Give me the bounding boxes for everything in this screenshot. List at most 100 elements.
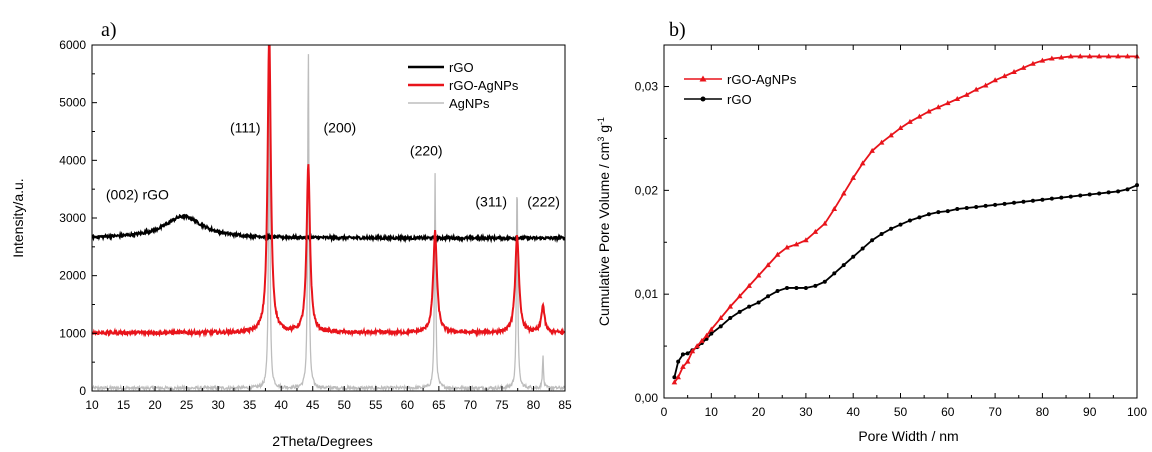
data-point-marker	[1125, 187, 1130, 192]
data-point-marker	[775, 289, 780, 294]
x-axis-title: 2Theta/Degrees	[272, 433, 372, 449]
data-point-marker	[1086, 53, 1093, 59]
peak-annotation: (220)	[410, 143, 443, 159]
data-point-marker	[841, 263, 846, 268]
data-point-marker	[992, 77, 998, 83]
data-point-marker	[1058, 54, 1065, 60]
data-point-marker	[907, 118, 913, 124]
data-point-marker	[1040, 197, 1045, 202]
data-point-marker	[766, 294, 771, 299]
data-point-marker	[840, 190, 847, 196]
x-tick-label: 15	[117, 398, 131, 412]
data-point-marker	[728, 316, 733, 321]
data-point-marker	[1011, 68, 1017, 74]
y-axis-title-part: Cumulative Pore Volume / cm	[596, 142, 612, 326]
data-point-marker	[963, 91, 970, 97]
data-point-marker	[1068, 194, 1073, 199]
data-point-marker	[685, 351, 690, 356]
data-point-marker	[851, 254, 856, 259]
data-point-marker	[822, 220, 828, 226]
series-line-rgo	[92, 213, 565, 244]
data-point-marker	[737, 309, 742, 314]
peak-annotation: (311)	[475, 193, 507, 209]
data-point-marker	[1097, 191, 1102, 196]
data-point-marker	[672, 375, 677, 380]
data-point-marker	[1115, 53, 1121, 59]
data-point-marker	[774, 251, 781, 257]
data-point-marker	[694, 343, 700, 349]
x-tick-label: 60	[401, 398, 415, 412]
peak-annotation: (111)	[230, 120, 261, 136]
series-line-rgo-agnps	[92, 45, 565, 339]
data-point-marker	[717, 315, 724, 321]
data-point-marker	[703, 332, 710, 338]
x-tick-label: 30	[211, 398, 225, 412]
data-point-marker	[1077, 53, 1084, 59]
data-point-marker	[1030, 60, 1036, 66]
data-point-marker	[803, 237, 809, 243]
peak-annotation: (200)	[324, 120, 357, 136]
data-point-marker	[907, 218, 912, 223]
data-point-marker	[1059, 195, 1064, 200]
data-point-marker	[718, 324, 723, 329]
data-point-marker	[699, 337, 705, 343]
peak-annotation: (002) rGO	[106, 187, 169, 203]
x-tick-label: 85	[558, 398, 572, 412]
data-point-marker	[916, 113, 923, 119]
peak-annotation: (222)	[527, 193, 560, 209]
data-point-marker	[974, 204, 979, 209]
data-point-marker	[878, 139, 885, 145]
data-point-marker	[897, 125, 904, 131]
data-point-marker	[1001, 73, 1008, 79]
x-tick-label: 70	[464, 398, 478, 412]
x-tick-label: 90	[1083, 405, 1097, 419]
x-tick-label: 70	[988, 405, 1002, 419]
data-point-marker	[784, 285, 789, 290]
data-point-marker	[793, 241, 800, 247]
legend-entry-label: rGO	[727, 92, 752, 107]
data-point-marker	[803, 285, 808, 290]
legend-a: rGO rGO-AgNPs AgNPs	[408, 60, 519, 111]
data-point-marker	[756, 300, 761, 305]
data-point-marker	[813, 283, 818, 288]
series-line-agnps	[92, 52, 565, 391]
x-tick-label: 35	[243, 398, 257, 412]
x-tick-label: 45	[306, 398, 320, 412]
data-point-marker	[755, 272, 762, 278]
y-tick-label: 6000	[59, 38, 86, 52]
x-tick-label: 65	[432, 398, 446, 412]
x-tick-label: 50	[894, 405, 908, 419]
data-point-marker	[832, 271, 837, 276]
series-line-rgo	[673, 184, 1138, 378]
data-point-marker	[1106, 190, 1111, 195]
data-point-marker	[1078, 193, 1083, 198]
data-point-marker	[794, 285, 799, 290]
y-tick-label: 1000	[59, 326, 86, 340]
data-point-marker	[973, 86, 979, 92]
x-tick-label: 25	[180, 398, 194, 412]
x-tick-label: 60	[941, 405, 955, 419]
y-tick-label: 0,00	[635, 391, 659, 405]
y-tick-label: 0,03	[635, 80, 659, 94]
panel-label-b: b)	[669, 19, 686, 41]
legend-entry-label: rGO	[449, 60, 474, 75]
data-point-marker	[1039, 57, 1046, 63]
data-point-marker	[926, 108, 932, 114]
data-point-marker	[680, 363, 686, 369]
legend-b: rGO-AgNPs rGO	[684, 72, 797, 107]
legend-entry-label: rGO-AgNPs	[449, 78, 519, 93]
x-tick-label: 0	[661, 405, 668, 419]
data-point-marker	[1124, 53, 1131, 59]
data-point-marker	[860, 246, 865, 251]
data-point-marker	[736, 293, 743, 299]
data-point-marker	[1096, 53, 1102, 59]
data-point-marker	[954, 95, 961, 101]
data-point-marker	[1116, 189, 1121, 194]
y-tick-label: 3000	[59, 211, 86, 225]
data-point-marker	[1020, 64, 1027, 70]
data-point-marker	[684, 358, 691, 364]
x-tick-label: 20	[148, 398, 162, 412]
data-point-marker	[964, 206, 969, 211]
data-point-marker	[765, 262, 771, 268]
